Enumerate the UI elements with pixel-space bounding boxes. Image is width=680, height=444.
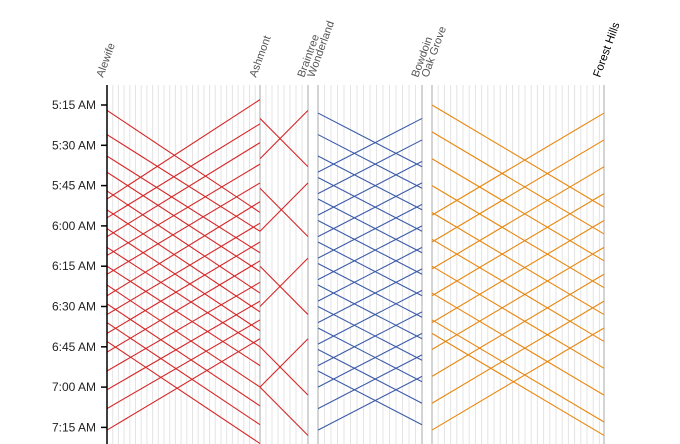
trip-line <box>259 257 309 307</box>
trip-line <box>431 300 605 404</box>
trip-line <box>107 340 261 444</box>
trip-line <box>317 306 423 361</box>
trip-line <box>317 139 423 195</box>
trip-line <box>107 182 261 275</box>
trip-line <box>317 182 423 238</box>
trip-line <box>107 201 261 297</box>
y-tick-label: 5:30 AM <box>52 138 96 152</box>
trip-line <box>317 375 423 431</box>
trip-line <box>431 112 605 216</box>
trip-line <box>107 338 261 431</box>
y-tick-label: 7:00 AM <box>52 380 96 394</box>
trip-line <box>431 131 605 235</box>
trip-line <box>431 292 605 396</box>
trip-line <box>431 211 605 316</box>
trip-line <box>107 142 261 238</box>
trip-line <box>107 155 261 254</box>
trip-line <box>317 354 423 410</box>
trip-line <box>431 238 605 342</box>
trip-line <box>317 348 423 404</box>
trip-line <box>317 370 423 426</box>
trip-line <box>259 265 309 315</box>
trip-line <box>431 220 605 324</box>
y-tick-label: 6:15 AM <box>52 259 96 273</box>
trip-line <box>431 104 605 208</box>
trip-line <box>317 203 423 259</box>
trip-line <box>317 241 423 297</box>
trip-line <box>317 284 423 340</box>
trip-line <box>107 123 261 219</box>
trip-line <box>431 158 605 262</box>
trip-line <box>317 311 423 367</box>
trip-line <box>107 163 261 256</box>
trip-line <box>431 332 605 436</box>
trip-line <box>431 319 605 423</box>
trip-line <box>107 281 261 372</box>
trip-line <box>317 263 423 318</box>
trip-line <box>317 117 423 173</box>
trip-line <box>431 246 605 350</box>
trip-line <box>259 346 309 396</box>
y-tick-label: 6:00 AM <box>52 219 96 233</box>
trip-line <box>317 246 423 302</box>
trip-line <box>259 109 309 160</box>
trip-line <box>259 187 309 238</box>
trip-line <box>107 319 261 410</box>
trip-line <box>259 118 309 168</box>
trip-line <box>431 193 605 297</box>
trip-line <box>317 134 423 189</box>
y-tick-label: 5:45 AM <box>52 179 96 193</box>
y-tick-label: 7:15 AM <box>52 420 96 434</box>
trip-line <box>431 273 605 377</box>
trip-line <box>107 303 261 407</box>
trip-line <box>317 332 423 388</box>
y-tick-label: 6:30 AM <box>52 300 96 314</box>
y-tick-label: 6:45 AM <box>52 340 96 354</box>
trip-line <box>107 134 261 232</box>
trip-line <box>317 289 423 345</box>
trip-line <box>107 99 261 200</box>
trip-line <box>107 265 261 367</box>
trip-line <box>107 228 261 332</box>
trip-line <box>317 160 423 216</box>
trip-line <box>317 112 423 168</box>
trip-line <box>107 222 261 316</box>
trip-line <box>317 177 423 232</box>
trip-line <box>317 220 423 275</box>
y-tick-label: 5:15 AM <box>52 98 96 112</box>
trip-line <box>107 246 261 348</box>
trips <box>107 99 605 444</box>
trip-line <box>317 268 423 324</box>
station-label: Ashmont <box>248 34 274 79</box>
trip-line <box>107 322 261 426</box>
station-label: Forest Hills <box>592 21 623 79</box>
trip-line <box>317 225 423 281</box>
trip-line <box>431 166 605 270</box>
trip-line <box>107 109 261 213</box>
trip-line <box>317 198 423 254</box>
trip-line <box>107 209 261 313</box>
trip-line <box>431 327 605 431</box>
trip-line <box>259 182 309 232</box>
trip-line <box>107 171 261 273</box>
trip-line <box>259 338 309 388</box>
station-label: Alewife <box>95 42 118 79</box>
trip-line <box>107 300 261 391</box>
trip-line <box>107 241 261 334</box>
trip-line <box>107 284 261 388</box>
trip-line <box>107 260 261 353</box>
trip-line <box>431 139 605 243</box>
trip-line <box>431 265 605 369</box>
trip-line <box>317 155 423 211</box>
trip-line <box>259 386 309 436</box>
trip-line <box>431 185 605 289</box>
trip-line <box>317 327 423 383</box>
